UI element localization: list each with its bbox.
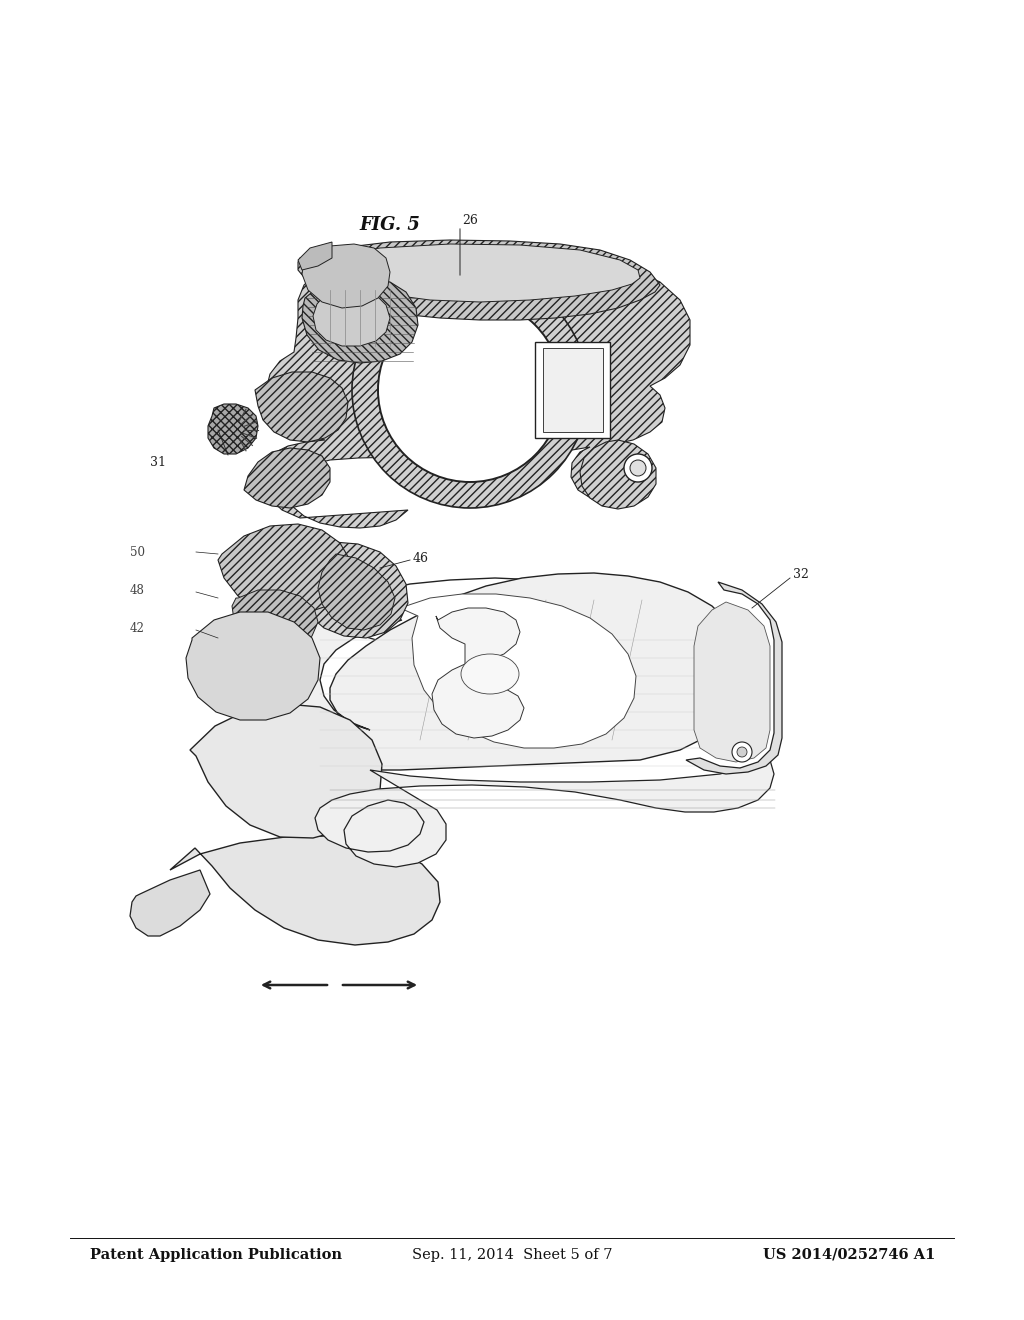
Polygon shape bbox=[288, 543, 408, 638]
Circle shape bbox=[378, 298, 562, 482]
Polygon shape bbox=[244, 447, 330, 508]
Text: 31: 31 bbox=[150, 455, 166, 469]
Text: 50: 50 bbox=[130, 546, 145, 560]
Circle shape bbox=[737, 747, 746, 756]
Polygon shape bbox=[130, 870, 210, 936]
Text: 46: 46 bbox=[413, 552, 429, 565]
Polygon shape bbox=[255, 372, 348, 442]
Polygon shape bbox=[232, 590, 318, 648]
Text: Patent Application Publication: Patent Application Publication bbox=[90, 1247, 342, 1262]
Polygon shape bbox=[298, 240, 660, 319]
Text: 42: 42 bbox=[130, 622, 144, 635]
Polygon shape bbox=[262, 249, 690, 528]
Circle shape bbox=[732, 742, 752, 762]
Polygon shape bbox=[298, 242, 332, 271]
Polygon shape bbox=[208, 404, 258, 454]
Polygon shape bbox=[270, 573, 746, 770]
Text: 48: 48 bbox=[130, 583, 144, 597]
Circle shape bbox=[624, 454, 652, 482]
Text: Sep. 11, 2014  Sheet 5 of 7: Sep. 11, 2014 Sheet 5 of 7 bbox=[412, 1247, 612, 1262]
Polygon shape bbox=[302, 279, 418, 363]
Polygon shape bbox=[686, 582, 782, 774]
FancyBboxPatch shape bbox=[140, 185, 880, 635]
Polygon shape bbox=[315, 244, 640, 302]
Text: US 2014/0252746 A1: US 2014/0252746 A1 bbox=[763, 1247, 935, 1262]
FancyBboxPatch shape bbox=[543, 348, 603, 432]
FancyBboxPatch shape bbox=[535, 342, 610, 438]
Polygon shape bbox=[170, 836, 440, 945]
Polygon shape bbox=[218, 524, 350, 614]
Polygon shape bbox=[302, 244, 390, 308]
Polygon shape bbox=[318, 578, 720, 751]
Polygon shape bbox=[186, 612, 319, 719]
Ellipse shape bbox=[461, 653, 519, 694]
Polygon shape bbox=[190, 704, 382, 838]
Polygon shape bbox=[432, 609, 524, 738]
Text: 32: 32 bbox=[793, 568, 809, 581]
Polygon shape bbox=[400, 594, 636, 748]
Text: 26: 26 bbox=[462, 214, 478, 227]
Polygon shape bbox=[580, 440, 656, 510]
Polygon shape bbox=[318, 554, 395, 630]
Polygon shape bbox=[694, 602, 770, 762]
Polygon shape bbox=[315, 760, 774, 867]
Text: FIG. 5: FIG. 5 bbox=[359, 216, 421, 234]
Circle shape bbox=[352, 272, 588, 508]
Circle shape bbox=[630, 459, 646, 477]
Polygon shape bbox=[313, 290, 390, 346]
